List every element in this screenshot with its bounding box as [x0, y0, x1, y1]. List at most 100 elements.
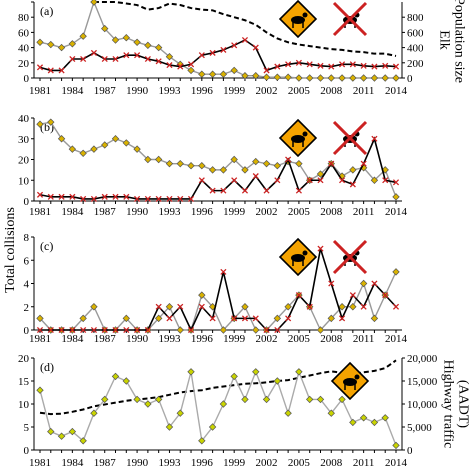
data-point-diamond [68, 40, 77, 48]
data-point-diamond [370, 418, 379, 427]
data-point-x [349, 292, 356, 299]
data-point-diamond [327, 314, 335, 323]
data-point-diamond [68, 427, 77, 436]
data-point-diamond [327, 74, 335, 82]
data-point-x [58, 67, 65, 74]
data-point-x [285, 156, 292, 163]
data-point-diamond [122, 377, 130, 385]
right-axis-title: Elk [437, 30, 452, 49]
data-point-x [69, 55, 76, 63]
data-point-x [58, 193, 65, 200]
data-point-x [101, 193, 108, 200]
bear-crossing-sign-icon [278, 237, 318, 277]
data-point-diamond [111, 372, 120, 381]
series-line [39, 121, 397, 198]
data-point-diamond [101, 395, 109, 404]
data-point-diamond [47, 427, 55, 436]
animal-head [354, 374, 360, 380]
data-point-diamond [79, 437, 87, 445]
data-point-diamond [392, 74, 400, 82]
data-point-diamond [122, 314, 130, 323]
data-point-diamond [36, 38, 44, 46]
y-tick-label: 0 [24, 445, 30, 457]
x-tick-label: 2005 [288, 206, 311, 218]
data-point-diamond [338, 395, 346, 404]
data-point-diamond [57, 432, 66, 440]
data-point-x [101, 55, 108, 63]
animal-head [302, 250, 308, 256]
data-point-x [144, 55, 151, 63]
data-point-x [112, 326, 119, 334]
panel-3: 0 2 4 6 8 1981 1984 1987 1990 1993 1996 1999 2002 200… [24, 232, 408, 345]
data-point-diamond [219, 70, 228, 78]
x-tick-label: 2005 [288, 85, 311, 97]
data-point-x [155, 58, 162, 65]
data-point-x [90, 326, 97, 334]
data-point-x [209, 315, 216, 322]
y-tick-label: 4 [24, 279, 30, 291]
x-tick-label: 1993 [158, 333, 181, 345]
x-tick-label: 2011 [353, 457, 375, 469]
data-point-diamond [154, 395, 163, 404]
red-cross [332, 239, 368, 275]
panel-4: 0 5 10 15 20 0 5,000 10,000 15,000 20,000Highway … [18, 353, 471, 469]
data-point-x [166, 195, 173, 202]
data-point-x [47, 326, 54, 334]
data-point-diamond [68, 145, 77, 153]
data-point-diamond [90, 0, 98, 6]
data-point-diamond [252, 368, 260, 376]
animal-legs [292, 22, 304, 28]
data-point-diamond [241, 72, 249, 80]
x-tick-label: 1999 [223, 457, 246, 469]
data-point-x [198, 52, 205, 59]
data-point-diamond [316, 395, 325, 404]
y-tick-label: 0 [24, 196, 30, 208]
y-tick-label: 15 [18, 376, 30, 388]
y-right-tick-label: 15,000 [407, 376, 438, 388]
data-point-x [58, 326, 65, 334]
data-point-diamond [219, 326, 228, 334]
data-point-x [231, 42, 238, 49]
data-point-x [371, 280, 378, 287]
y-tick-label: 10 [18, 399, 30, 411]
y-tick-label: 2 [24, 302, 30, 314]
data-point-x [231, 315, 238, 322]
y-right-tick-label: 20,000 [407, 353, 438, 365]
data-point-diamond [176, 159, 184, 168]
data-point-diamond [79, 314, 87, 323]
data-point-x [198, 177, 205, 184]
x-tick-label: 1984 [61, 206, 84, 218]
data-point-x [252, 44, 259, 51]
red-cross [332, 1, 368, 37]
data-point-x [392, 303, 400, 310]
data-point-x [155, 303, 162, 310]
data-point-diamond [252, 326, 260, 334]
data-point-diamond [316, 170, 325, 178]
data-point-diamond [349, 166, 357, 174]
data-point-x [392, 63, 400, 70]
data-point-diamond [381, 74, 389, 82]
series-line [39, 39, 397, 72]
data-point-x [263, 187, 270, 194]
data-point-diamond [187, 368, 195, 376]
data-point-diamond [381, 166, 389, 174]
data-point-x [36, 191, 44, 198]
x-tick-label: 2008 [320, 457, 343, 469]
animal-body [343, 378, 357, 386]
series-line [40, 248, 397, 332]
right-axis-title: Population size [452, 0, 467, 83]
y-tick-label: 0 [24, 325, 30, 337]
data-point-x [317, 62, 324, 69]
data-point-x [69, 326, 76, 334]
data-point-x [295, 292, 302, 299]
data-point-x [101, 326, 108, 334]
data-point-x [382, 62, 389, 69]
data-point-diamond [252, 72, 260, 80]
x-tick-label: 1990 [126, 457, 149, 469]
data-point-x [220, 268, 227, 275]
panel-label: (d) [40, 360, 54, 374]
x-tick-label: 1984 [61, 85, 84, 97]
x-tick-label: 2005 [288, 457, 311, 469]
data-point-diamond [273, 73, 282, 81]
